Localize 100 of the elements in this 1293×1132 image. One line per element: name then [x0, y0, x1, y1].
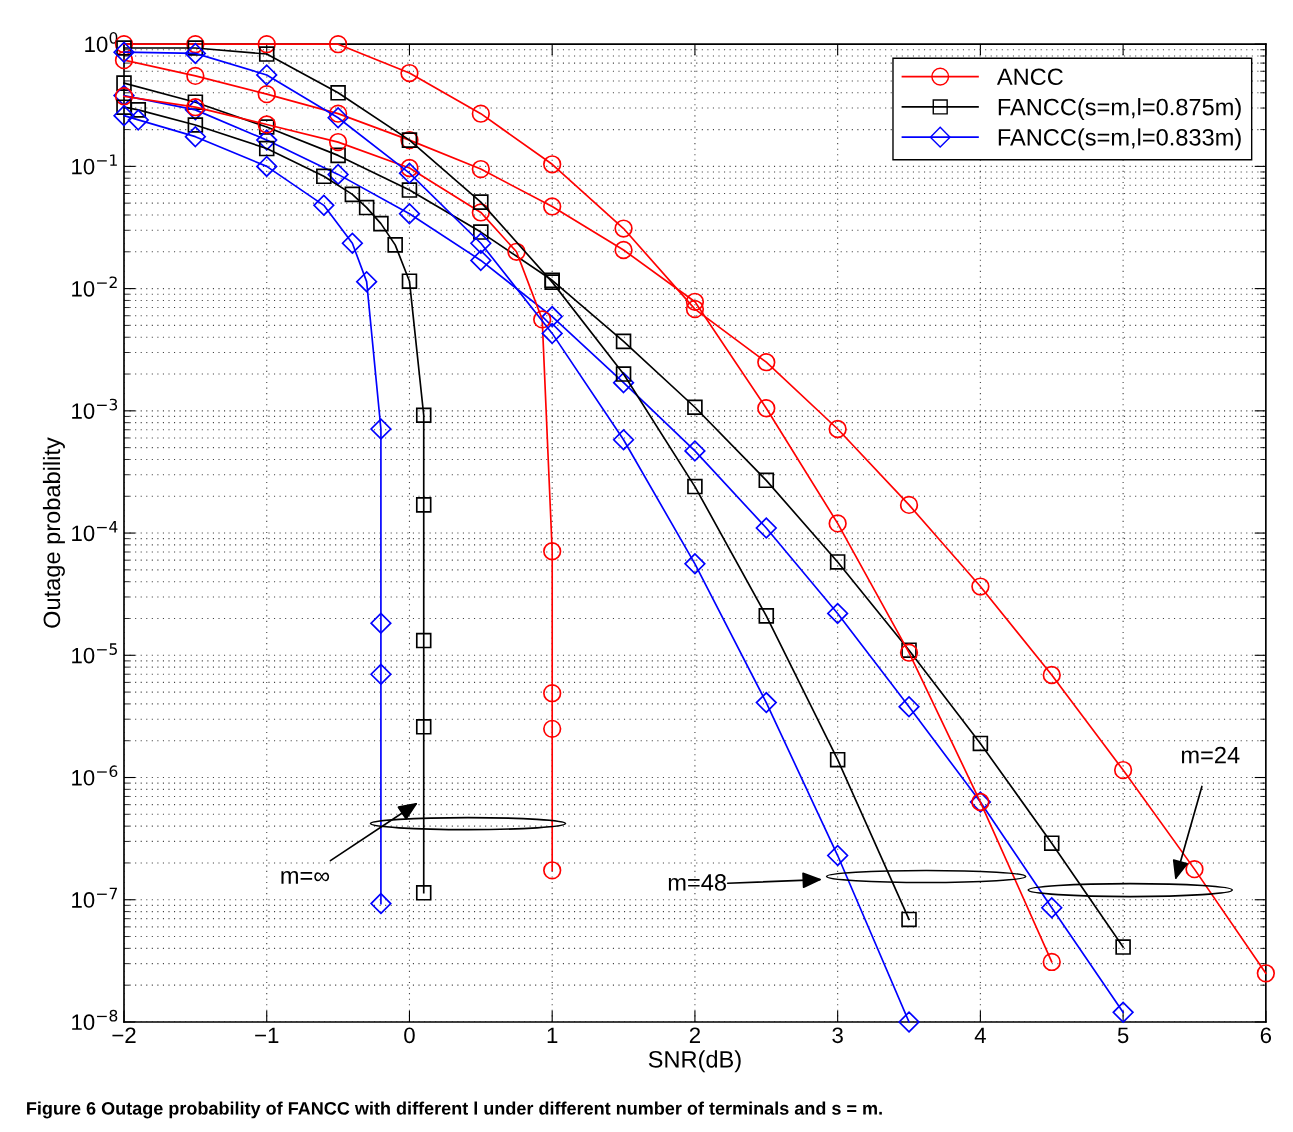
annotation: m=∞ [281, 870, 330, 884]
point [1113, 760, 1133, 780]
point [687, 399, 703, 416]
point [400, 63, 419, 83]
point [327, 107, 349, 129]
point [187, 117, 204, 133]
point [541, 322, 563, 345]
point [370, 612, 392, 634]
point [684, 553, 706, 575]
point [543, 719, 562, 739]
point [615, 333, 632, 350]
point [1185, 859, 1204, 879]
point [186, 66, 205, 86]
y-tick-label: 10$^{−6}$ [72, 765, 118, 786]
annotation: m=48 [668, 874, 726, 891]
point [257, 84, 276, 104]
point [330, 85, 346, 101]
point [471, 203, 490, 222]
point [758, 472, 775, 489]
point [415, 885, 432, 901]
point [387, 237, 403, 253]
point [543, 542, 562, 561]
point [313, 194, 335, 216]
point [257, 115, 276, 134]
point [685, 299, 705, 319]
point [401, 273, 418, 289]
point [541, 305, 563, 328]
y-tick-label: 10$^{−5}$ [72, 643, 117, 664]
point [358, 199, 375, 216]
point [898, 1011, 920, 1033]
point [614, 219, 633, 238]
point [256, 129, 278, 151]
point [684, 440, 706, 462]
caption: Figure 6 Outage probability of FANCC with different l under different number of terminals and s = m. [27, 1101, 882, 1119]
point [258, 46, 275, 62]
point [471, 159, 490, 179]
point [327, 163, 349, 186]
x-axis-title: SNR(dB) [648, 1050, 741, 1073]
point [901, 911, 917, 928]
point [127, 109, 149, 131]
point [612, 372, 635, 394]
point [114, 50, 134, 70]
y-tick-label: 10$^{−1}$ [72, 154, 117, 175]
point [1042, 952, 1061, 972]
point [328, 104, 348, 123]
point [543, 683, 562, 703]
legend-label: FANCC(s=m,l=0.875m) [998, 98, 1241, 121]
point [471, 104, 490, 123]
x-tick-label: −1 [255, 1027, 279, 1043]
point [116, 75, 132, 91]
point [1041, 897, 1063, 919]
x-tick-label: 6 [1260, 1027, 1272, 1044]
point [344, 186, 361, 203]
point [755, 517, 777, 539]
point [116, 99, 132, 115]
point [415, 719, 432, 735]
point [186, 34, 205, 54]
point [370, 418, 392, 440]
point [757, 399, 776, 418]
point [257, 34, 276, 54]
y-tick-label: 10$^{−7}$ [72, 887, 117, 908]
point [755, 691, 777, 714]
point [130, 102, 147, 118]
point [184, 126, 207, 148]
y-tick-label: 10$^{−2}$ [72, 276, 117, 297]
legend-label: FANCC(s=m,l=0.833m) [998, 128, 1241, 151]
x-tick-label: 5 [1117, 1027, 1129, 1044]
point [330, 147, 346, 164]
point [1115, 939, 1131, 955]
point [687, 478, 703, 495]
annotation: m=24 [1181, 746, 1240, 764]
point [256, 64, 278, 86]
point [341, 232, 364, 254]
point [829, 554, 846, 570]
point [828, 514, 847, 533]
point [373, 215, 389, 232]
point [473, 224, 489, 240]
point [400, 158, 419, 178]
point [507, 242, 526, 261]
point [685, 292, 705, 311]
point [543, 197, 562, 216]
point [113, 104, 135, 127]
point [971, 577, 990, 596]
point [543, 861, 562, 880]
point [370, 892, 392, 915]
point [898, 695, 920, 718]
point [258, 119, 275, 135]
point [470, 232, 492, 254]
point [398, 203, 421, 225]
point [543, 155, 562, 174]
point [826, 844, 849, 867]
x-tick-label: 0 [404, 1027, 415, 1044]
x-tick-label: 4 [974, 1027, 986, 1043]
point [470, 249, 492, 272]
y-tick-label: 10$^{−3}$ [72, 398, 118, 419]
point [757, 353, 776, 372]
point [401, 182, 418, 198]
point [612, 429, 635, 451]
point [614, 240, 633, 260]
point [415, 497, 432, 513]
